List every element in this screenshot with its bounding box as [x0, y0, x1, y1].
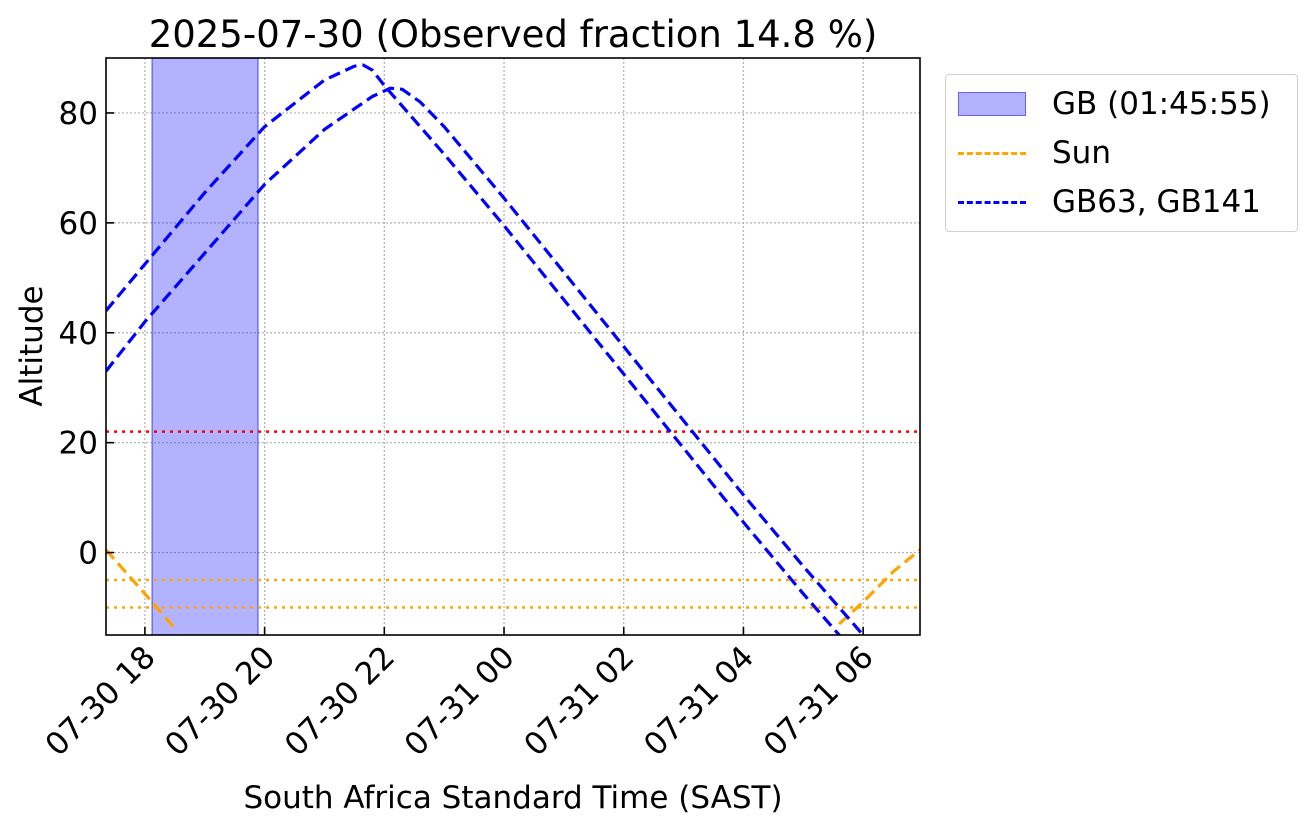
legend-item-sun: Sun [958, 133, 1111, 173]
legend-label-sun: Sun [1052, 135, 1111, 171]
chart-title: 2025-07-30 (Observed fraction 14.8 %) [149, 13, 878, 56]
targets-swatch [958, 200, 1026, 204]
sun-swatch [958, 151, 1026, 155]
x-tick-label: 07-31 02 [517, 639, 641, 763]
legend-item-observation: GB (01:45:55) [958, 84, 1271, 124]
x-tick-label: 07-30 20 [158, 639, 282, 763]
observation-window [151, 58, 259, 635]
x-tick-label: 07-31 06 [757, 639, 881, 763]
y-tick-label: 80 [59, 96, 98, 132]
legend-label-targets: GB63, GB141 [1052, 184, 1261, 220]
y-axis-label: Altitude [14, 285, 50, 406]
x-tick-label: 07-30 18 [39, 639, 163, 763]
x-tick-label: 07-30 22 [278, 639, 402, 763]
gb141-curve [106, 86, 866, 635]
sun-setting-curve [106, 548, 177, 630]
x-tick-label: 07-31 04 [637, 639, 761, 763]
sun-rising-curve [838, 548, 920, 626]
legend-item-targets: GB63, GB141 [958, 182, 1261, 222]
y-tick-label: 60 [59, 206, 98, 242]
axes-frame [105, 57, 921, 636]
observation-swatch [958, 92, 1026, 116]
plot-content [106, 58, 920, 635]
y-tick-label: 0 [78, 536, 98, 572]
y-tick-label: 40 [59, 316, 98, 352]
x-tick-label: 07-31 00 [398, 639, 522, 763]
x-axis-label: South Africa Standard Time (SAST) [243, 780, 782, 816]
legend-label-observation: GB (01:45:55) [1052, 86, 1271, 122]
gb63-curve [106, 63, 842, 635]
legend: GB (01:45:55) Sun GB63, GB141 [945, 74, 1298, 232]
y-tick-label: 20 [59, 426, 98, 462]
